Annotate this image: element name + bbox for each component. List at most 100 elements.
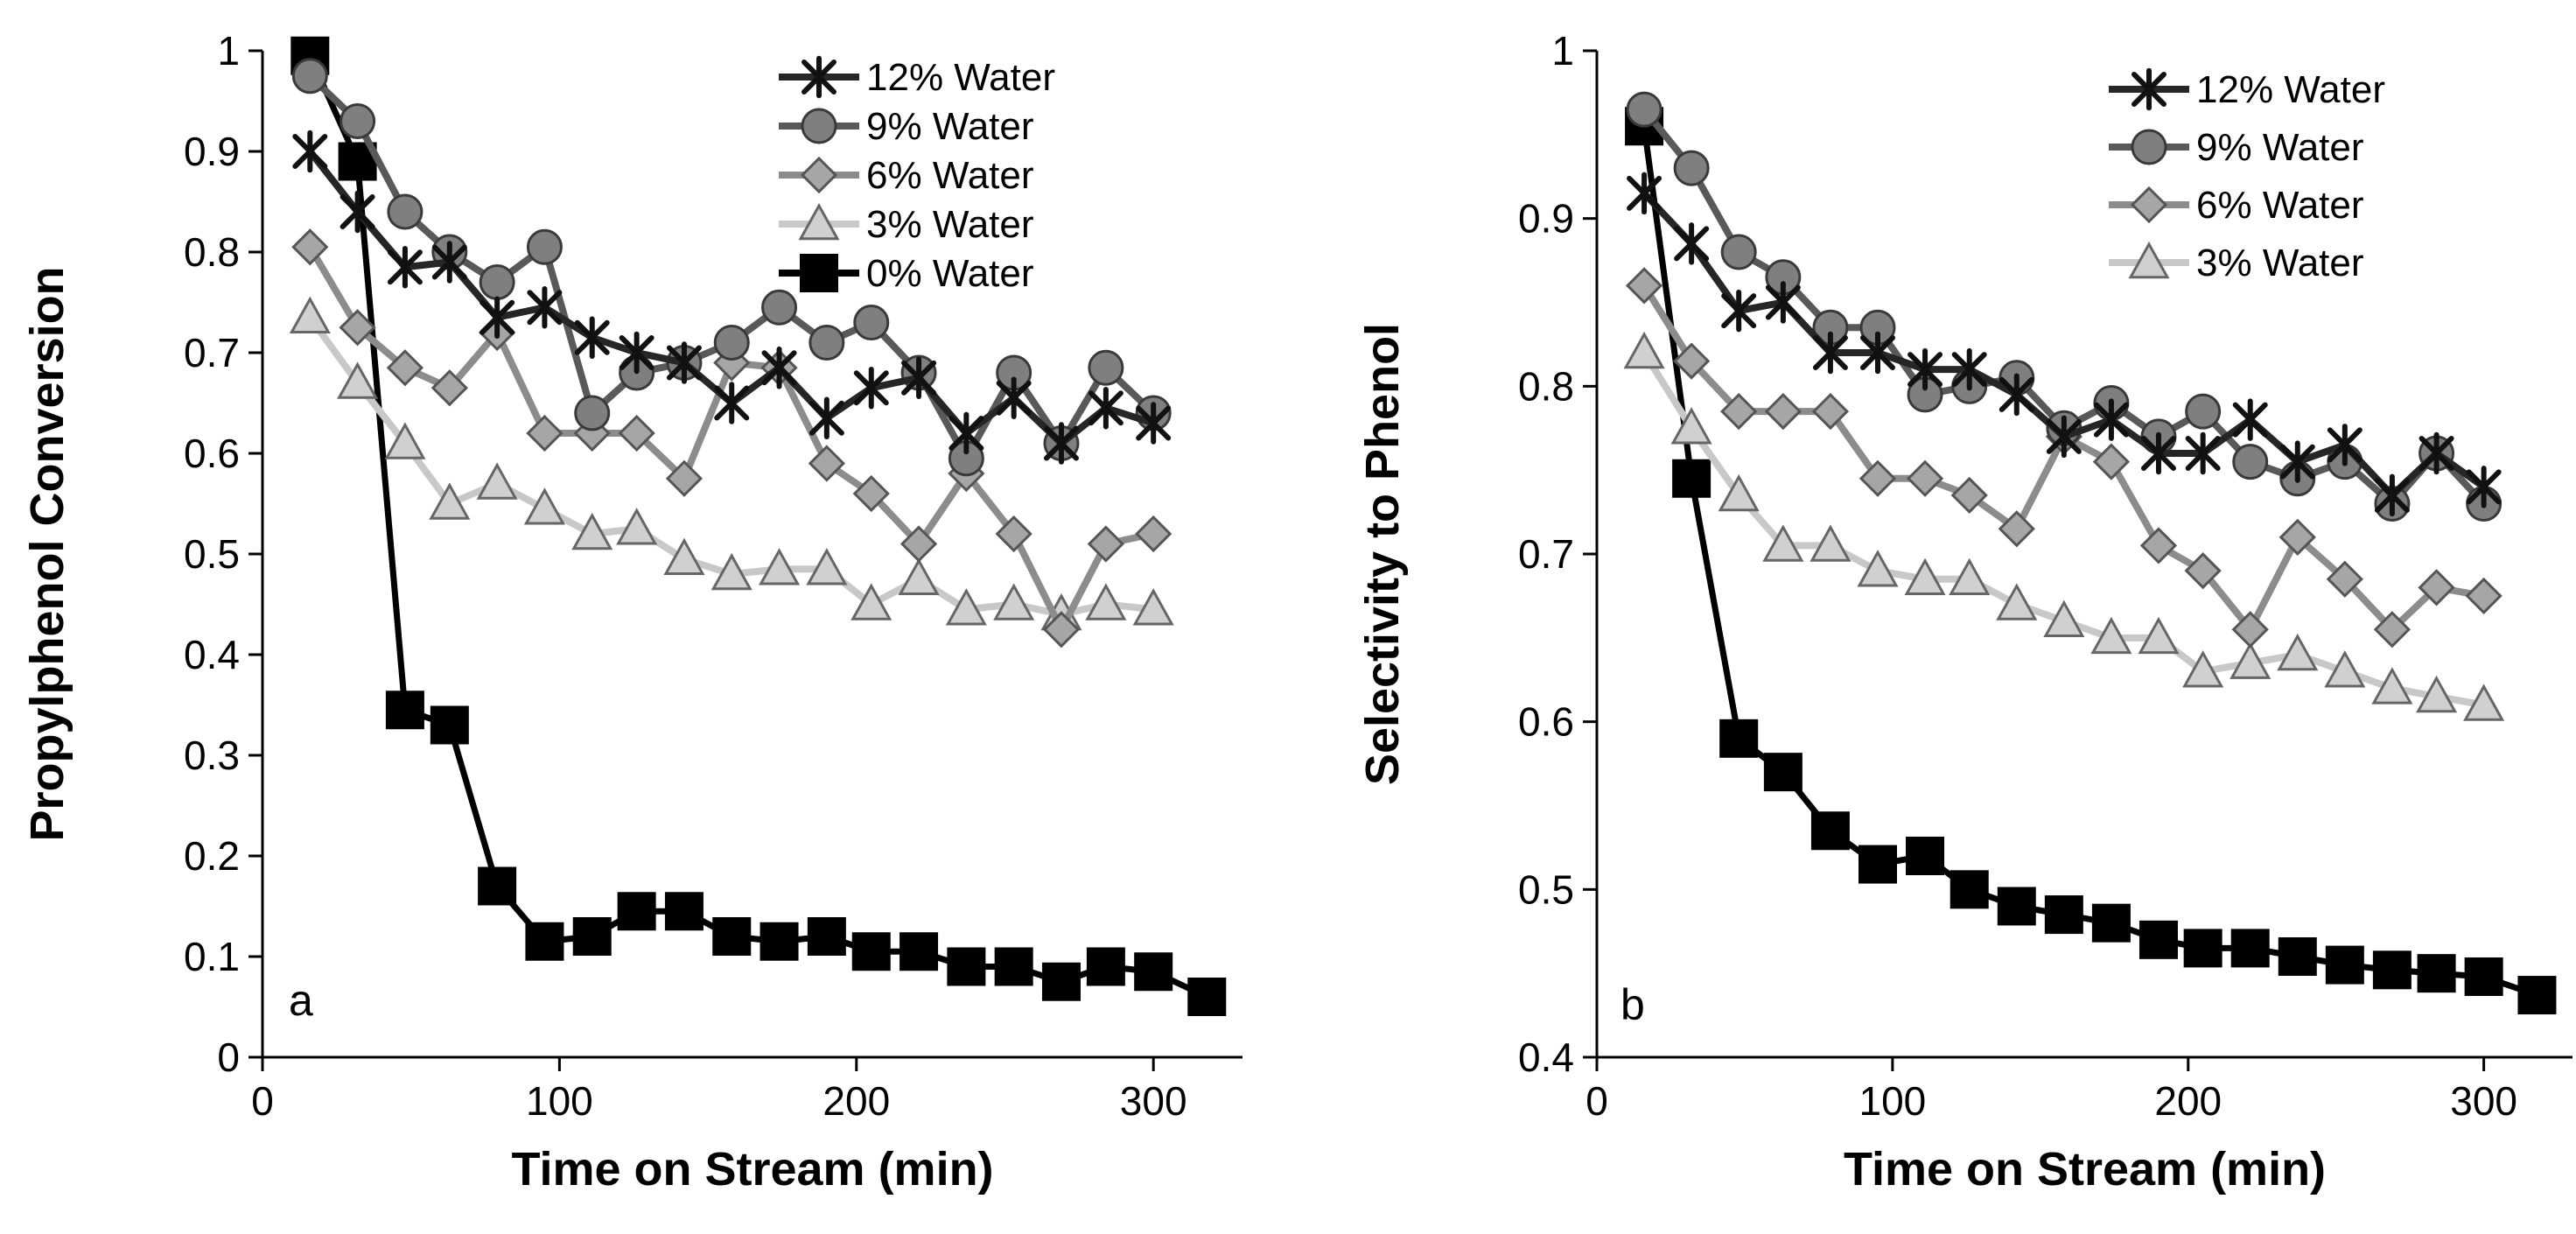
panel-b-point-3-water: [1762, 524, 1804, 562]
panel-b-point-3-water: [1949, 557, 1991, 596]
panel-a-point-12-water: [808, 396, 844, 439]
panel-a-point-9-water: [853, 305, 890, 340]
panel-b-point-3-water: [1857, 550, 1899, 587]
panel-a-point-0-water: [807, 917, 846, 956]
panel-a-series-0-water: [290, 36, 1227, 1016]
panel-b-point-0-water: [2183, 929, 2222, 968]
panel-a-point-6-water: [852, 474, 890, 513]
panel-a-label: a: [289, 976, 313, 1025]
panel-a-y-tick-label: 0: [217, 1034, 240, 1080]
panel-b-point-3-water: [2182, 650, 2224, 688]
panel-a-y-axis-title: Propylphenol Conversion: [21, 266, 74, 841]
panel-a-legend-marker-0-water: [800, 254, 838, 292]
panel-b-point-12-water: [2279, 440, 2315, 483]
panel-a-x-tick-label: 0: [251, 1078, 274, 1124]
panel-a-y-tick-label: 0.3: [184, 733, 240, 778]
panel-b-legend-marker-12-water: [2132, 67, 2166, 111]
panel-a-point-12-water: [574, 316, 610, 359]
panel-b-point-0-water: [2230, 929, 2270, 968]
panel-a-point-0-water: [760, 922, 799, 961]
panel-a-point-0-water: [1086, 947, 1125, 986]
panel-b-point-0-water: [1672, 459, 1712, 498]
panel-b-point-3-water: [1904, 557, 1946, 596]
panel-b-series-0-water: [1625, 107, 2557, 1015]
panel-b-point-12-water: [2046, 415, 2082, 459]
panel-a-point-6-water: [808, 445, 845, 482]
panel-b-point-6-water: [1720, 392, 1758, 431]
panel-b-y-axis-title: Selectivity to Phenol: [1356, 323, 1409, 785]
panel-b-point-12-water: [1765, 281, 1801, 324]
panel-b-point-9-water: [2185, 393, 2222, 430]
panel-a-chart: 0 0.1 0.2 0.3 0.4 0.5 0.6 0.7 0.8 0.9 1 0 100 200 300 T…: [21, 28, 1242, 1195]
panel-b-point-0-water: [2138, 920, 2178, 959]
panel-a-point-6-water: [995, 515, 1032, 553]
panel-b-point-6-water: [1764, 392, 1802, 431]
panel-a-point-6-water: [665, 459, 704, 497]
panel-a-point-0-water: [664, 892, 704, 931]
panel-a-point-12-water: [292, 130, 328, 173]
panel-b-point-0-water: [2417, 954, 2456, 993]
panel-b-series-3-water: [1623, 331, 2505, 721]
panel-a-point-0-water: [1041, 962, 1081, 1001]
panel-a-point-3-water: [476, 462, 518, 500]
panel-a-x-axis-title: Time on Stream (min): [511, 1143, 993, 1195]
panel-b-point-6-water: [2326, 560, 2363, 598]
panel-a-point-12-water: [948, 411, 984, 455]
panel-b-point-6-water: [1906, 459, 1944, 497]
panel-b-point-6-water: [2092, 443, 2131, 480]
panel-a-point-6-water: [339, 309, 376, 347]
panel-b-x-tick-label: 0: [1586, 1078, 1608, 1124]
panel-a-legend-label-3-water: 3% Water: [866, 203, 1034, 246]
panel-b-point-6-water: [2139, 527, 2178, 564]
panel-a-point-12-water: [996, 376, 1032, 419]
panel-b-legend-label-3-water: 3% Water: [2196, 242, 2364, 284]
panel-a-point-3-water: [710, 552, 752, 591]
panel-a-point-12-water: [853, 367, 889, 410]
panel-a-point-6-water: [526, 414, 564, 452]
panel-a-point-9-water: [291, 58, 328, 95]
panel-b-y-tick-label: 1: [1551, 28, 1574, 74]
panel-a-legend-label-12-water: 12% Water: [866, 56, 1055, 99]
panel-b-x-tick-label: 300: [2450, 1078, 2517, 1124]
panel-a-point-6-water: [1087, 525, 1125, 563]
panel-a-point-0-water: [994, 947, 1033, 986]
panel-a-y-tick-label: 0.6: [184, 431, 240, 476]
panel-b-point-3-water: [2416, 675, 2458, 713]
panel-b-point-3-water: [2230, 642, 2272, 679]
panel-b-point-3-water: [2138, 616, 2180, 655]
panel-a-point-12-water: [340, 190, 375, 234]
panel-a-point-0-water: [617, 892, 656, 931]
panel-b-point-3-water: [1718, 473, 1760, 512]
panel-a-point-6-water: [900, 525, 938, 563]
panel-a-legend-label-9-water: 9% Water: [866, 105, 1034, 148]
panel-a-point-0-water: [525, 922, 564, 961]
panel-a-point-3-water: [1085, 583, 1127, 621]
panel-b-point-0-water: [2091, 903, 2131, 943]
panel-a-y-tick-label: 0.1: [184, 934, 240, 979]
panel-a-point-9-water: [808, 325, 845, 361]
panel-a-point-3-water: [850, 583, 892, 621]
panel-b-y-tick-label: 0.5: [1518, 866, 1574, 912]
panel-a-legend-label-6-water: 6% Water: [866, 154, 1034, 197]
panel-b-point-12-water: [1908, 347, 1943, 391]
panel-b-point-6-water: [2184, 552, 2222, 590]
panel-b-point-9-water: [1626, 91, 1662, 128]
panel-a-point-0-water: [1187, 978, 1227, 1016]
panel-b-point-12-water: [2140, 431, 2176, 475]
panel-a-point-9-water: [713, 325, 750, 361]
panel-a-point-3-water: [945, 588, 987, 626]
panel-b-point-3-water: [2324, 650, 2366, 688]
panel-b-point-12-water: [1627, 172, 1662, 215]
panel-a-y-tick-label: 0.8: [184, 229, 240, 275]
panel-a-legend-marker-6-water: [800, 156, 838, 194]
panel-a-point-12-water: [1043, 422, 1079, 465]
panel-b-point-12-water: [1721, 289, 1757, 333]
panel-b-chart: 0.4 0.5 0.6 0.7 0.8 0.9 1 0 100 200 300 Time on Str…: [1356, 28, 2572, 1195]
panel-b-point-3-water: [1996, 583, 2038, 621]
panel-a-point-12-water: [480, 296, 515, 339]
panel-a-point-3-water: [337, 361, 379, 399]
panel-b-point-6-water: [1625, 267, 1663, 305]
panel-b-series-line-3-water: [1641, 350, 2485, 709]
panel-b-legend-label-6-water: 6% Water: [2196, 184, 2364, 227]
panel-a-point-3-water: [616, 508, 658, 545]
